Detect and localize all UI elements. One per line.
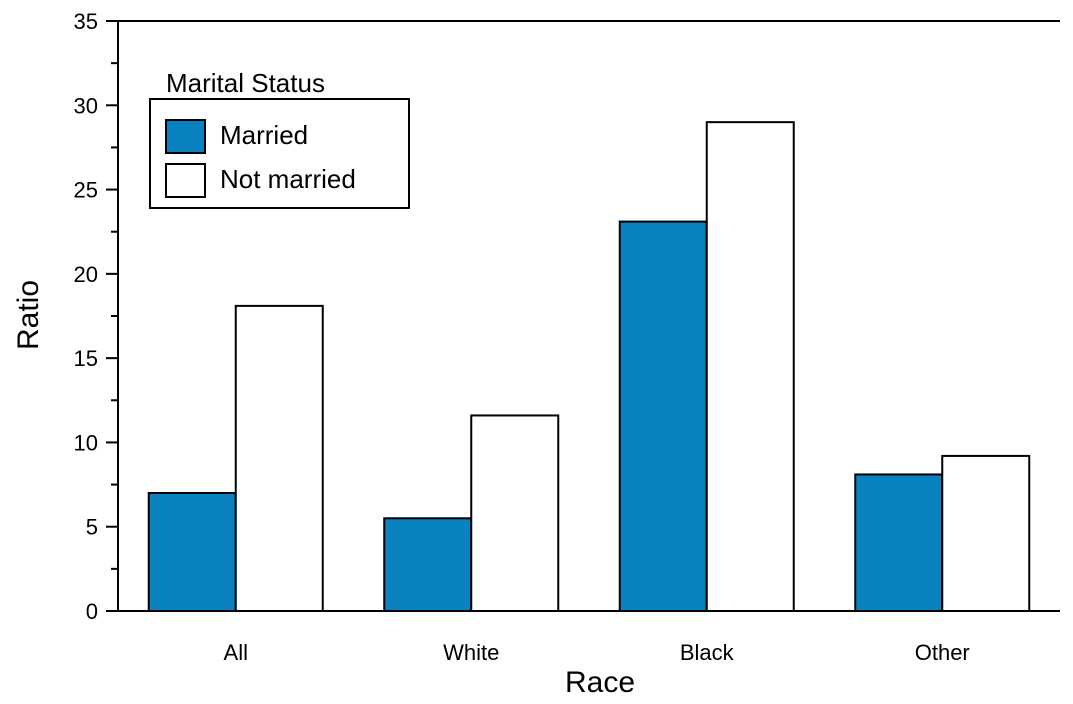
legend-label-married: Married xyxy=(220,120,308,150)
y-tick-label: 0 xyxy=(86,599,98,624)
bar-all-married xyxy=(147,492,237,612)
y-tick-label: 35 xyxy=(74,9,98,34)
y-tick-label: 10 xyxy=(74,430,98,455)
bar-white-married xyxy=(383,517,473,612)
x-axis-title: Race xyxy=(565,666,635,699)
y-tick-label: 30 xyxy=(74,93,98,118)
y-tick-label: 25 xyxy=(74,178,98,203)
y-tick-label: 20 xyxy=(74,262,98,287)
bar-other-married xyxy=(854,473,944,613)
legend-label-not-married: Not married xyxy=(220,164,356,194)
bar-other-not-married xyxy=(941,454,1031,612)
bar-white-not-married xyxy=(470,414,560,613)
bars-layer xyxy=(147,121,1031,613)
x-tick-label: Other xyxy=(915,640,970,665)
x-tick-label: Black xyxy=(680,640,735,665)
legend: Marital Status Married Not married xyxy=(149,68,410,209)
y-tick-label: 5 xyxy=(86,515,98,540)
legend-swatch-not-married xyxy=(165,163,206,198)
bar-all-not-married xyxy=(234,304,324,612)
x-tick-label: All xyxy=(224,640,248,665)
bar-black-not-married xyxy=(705,121,795,613)
legend-swatch-married xyxy=(165,119,206,154)
y-ticks: 0 5 10 15 20 25 30 35 xyxy=(74,9,118,624)
x-ticks: All White Black Other xyxy=(224,640,970,665)
x-tick-label: White xyxy=(443,640,499,665)
legend-title: Marital Status xyxy=(166,68,325,98)
y-tick-label: 15 xyxy=(74,346,98,371)
bar-black-married xyxy=(618,220,708,612)
y-axis-title: Ratio xyxy=(12,280,45,350)
